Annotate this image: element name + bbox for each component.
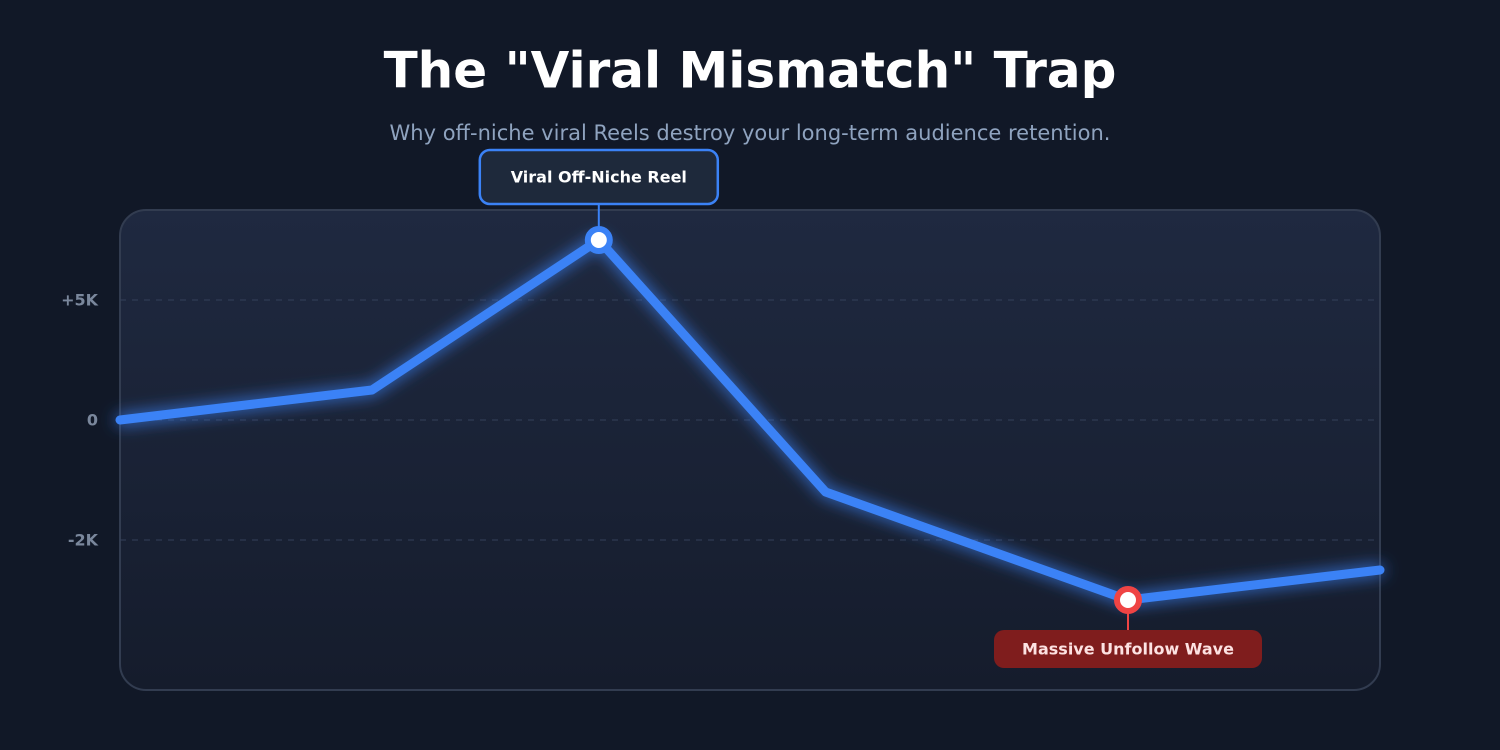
- y-tick-label: +5K: [61, 291, 99, 310]
- annotation-text: Viral Off-Niche Reel: [511, 168, 687, 187]
- y-tick-label: 0: [87, 411, 98, 430]
- highlight-point: [584, 226, 613, 254]
- annotation-box: [994, 630, 1262, 668]
- y-tick-label: -2K: [68, 531, 99, 550]
- chart-subtitle: Why off-niche viral Reels destroy your l…: [390, 121, 1111, 145]
- plot-panel: [119, 209, 1381, 691]
- chart-title: The "Viral Mismatch" Trap: [384, 42, 1117, 100]
- data-line: [115, 235, 1385, 605]
- annotation-box: [478, 148, 720, 206]
- highlight-point: [1114, 586, 1142, 614]
- annotation-text: Massive Unfollow Wave: [1022, 640, 1234, 659]
